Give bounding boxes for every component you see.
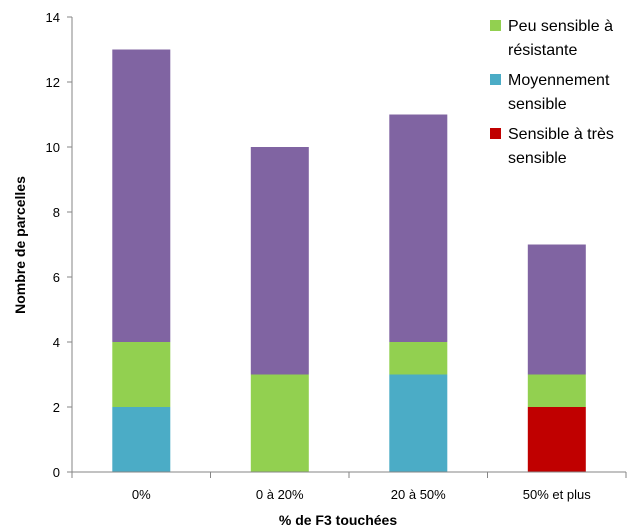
- bar-segment-1-series-3: [112, 342, 171, 407]
- y-tick-label: 0: [53, 465, 60, 480]
- bar-segment-4-series-1: [527, 407, 586, 472]
- legend-swatch-2: [490, 74, 501, 85]
- legend-label-1: Peu sensible à: [508, 18, 613, 35]
- legend-label-3: Sensible à très: [508, 126, 614, 143]
- y-tick-label: 4: [53, 335, 60, 350]
- y-tick-label: 2: [53, 400, 60, 415]
- bar-segment-2-series-3: [250, 374, 309, 472]
- x-tick-label: 0 à 20%: [256, 487, 304, 502]
- x-tick-label: 0%: [132, 487, 151, 502]
- bar-segment-3-series-2: [389, 374, 448, 472]
- legend-label-2: sensible: [508, 96, 567, 113]
- y-tick-label: 14: [46, 10, 60, 25]
- x-tick-label: 20 à 50%: [391, 487, 446, 502]
- x-tick-label: 50% et plus: [523, 487, 591, 502]
- bar-segment-2-series-4: [250, 147, 309, 375]
- y-axis: 0 2 4 6 8 10 12 14: [46, 10, 73, 480]
- legend-swatch-1: [490, 20, 501, 31]
- x-axis: 0% 0 à 20% 20 à 50% 50% et plus: [71, 471, 627, 502]
- legend: Peu sensible à résistante Moyennement sensi…: [490, 18, 614, 167]
- bar-segment-1-series-2: [112, 407, 171, 472]
- legend-swatch-3: [490, 128, 501, 139]
- legend-label-3: sensible: [508, 150, 567, 167]
- bar-segment-3-series-3: [389, 342, 448, 375]
- bar-segment-1-series-4: [112, 49, 171, 342]
- plot-area: [112, 49, 586, 472]
- bar-segment-3-series-4: [389, 114, 448, 342]
- y-tick-label: 8: [53, 205, 60, 220]
- bar-segment-4-series-3: [527, 374, 586, 407]
- y-tick-label: 10: [46, 140, 60, 155]
- legend-label-1: résistante: [508, 42, 577, 59]
- y-tick-label: 6: [53, 270, 60, 285]
- bar-segment-4-series-4: [527, 244, 586, 375]
- legend-label-2: Moyennement: [508, 72, 610, 89]
- x-axis-title: % de F3 touchées: [279, 512, 397, 528]
- y-tick-label: 12: [46, 75, 60, 90]
- y-axis-title: Nombre de parcelles: [12, 176, 28, 314]
